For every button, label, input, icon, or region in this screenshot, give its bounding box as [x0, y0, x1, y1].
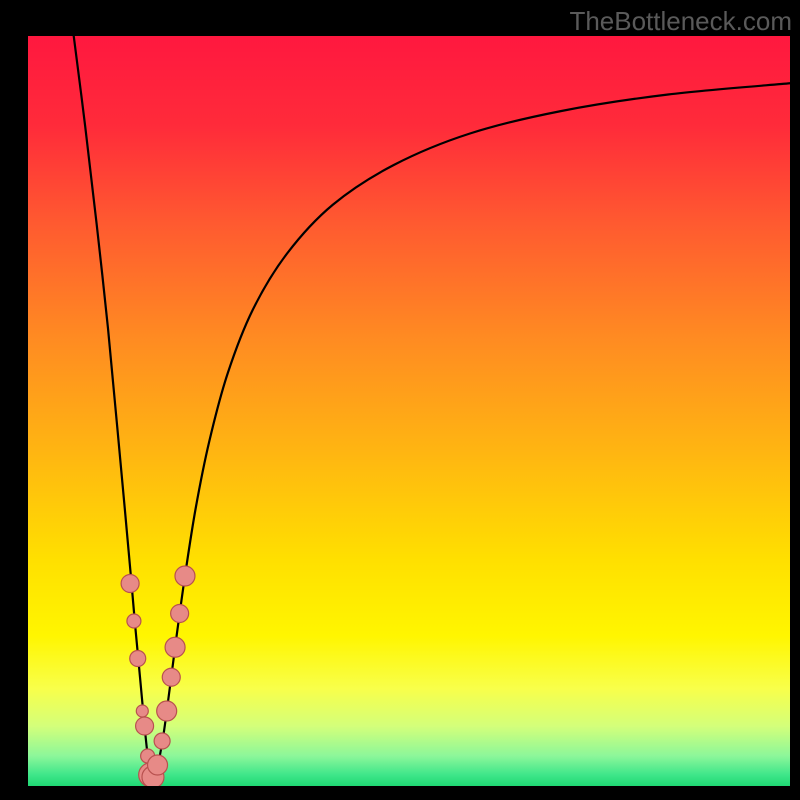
chart-frame: TheBottleneck.com: [0, 0, 800, 800]
marker-point: [121, 575, 139, 593]
watermark-label: TheBottleneck.com: [569, 6, 792, 37]
marker-point: [157, 701, 177, 721]
marker-point: [171, 605, 189, 623]
marker-point: [175, 566, 195, 586]
marker-point: [148, 755, 168, 775]
marker-point: [165, 637, 185, 657]
marker-point: [130, 651, 146, 667]
marker-point: [127, 614, 141, 628]
plot-area: [28, 36, 790, 786]
marker-point: [154, 733, 170, 749]
marker-point: [136, 705, 148, 717]
marker-point: [162, 668, 180, 686]
marker-point: [136, 717, 154, 735]
gradient-background: [28, 36, 790, 786]
chart-svg: [28, 36, 790, 786]
